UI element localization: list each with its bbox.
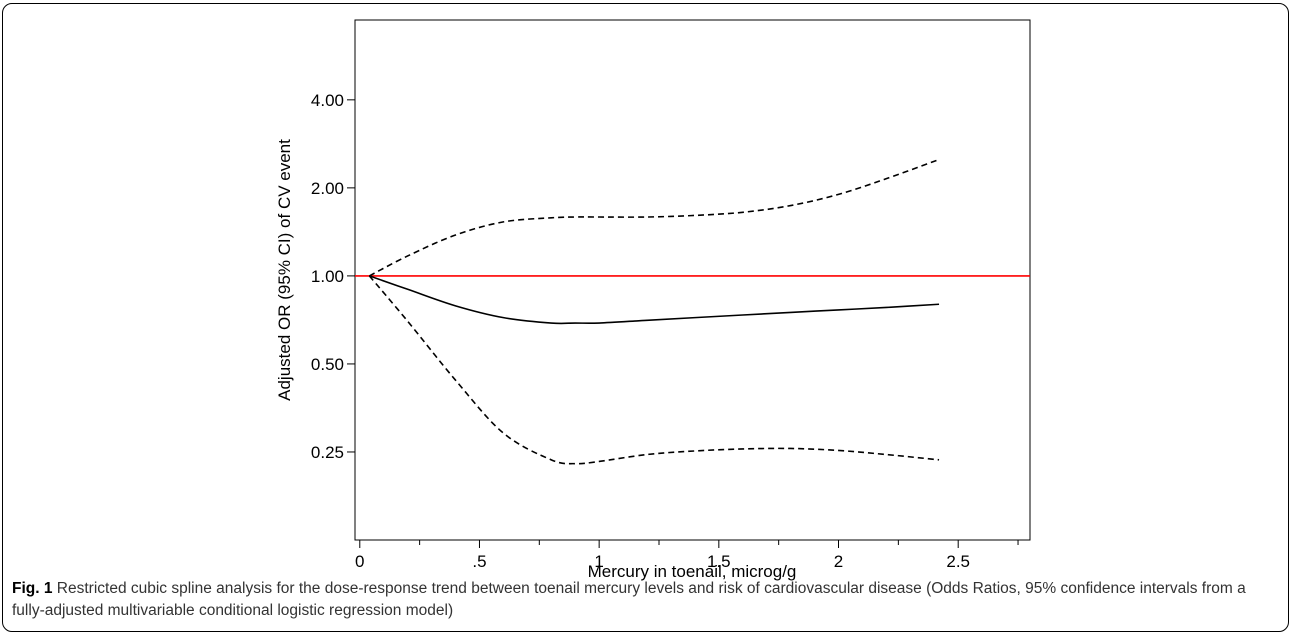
x-tick-label: 2 (834, 552, 843, 571)
figure-caption: Fig. 1 Restricted cubic spline analysis … (12, 578, 1280, 622)
x-tick-label: .5 (472, 552, 486, 571)
y-tick-label: 0.50 (311, 355, 344, 374)
caption-text: Restricted cubic spline analysis for the… (12, 580, 1246, 619)
series-estimate (369, 275, 940, 325)
series-layer (368, 158, 940, 465)
x-tick-label: 0 (355, 552, 364, 571)
y-tick-label: 1.00 (311, 267, 344, 286)
x-axis-label: Mercury in toenail, microg/g (588, 562, 797, 581)
figure-frame (2, 3, 1289, 632)
y-tick-label: 0.25 (311, 443, 344, 462)
figure-label: Fig. 1 (12, 580, 53, 597)
y-axis: 0.25 0.50 1.00 2.00 4.00 (311, 91, 355, 462)
x-axis: 0 .5 1 1.5 2 2.5 (355, 540, 1019, 571)
series-lower-ci (368, 275, 940, 465)
x-tick-label: 2.5 (946, 552, 970, 571)
x-tick-label: 1 (594, 552, 603, 571)
y-tick-label: 2.00 (311, 179, 344, 198)
x-tick-label: 1.5 (707, 552, 731, 571)
plot-area (354, 19, 1031, 541)
series-upper-ci (368, 158, 940, 277)
y-tick-label: 4.00 (311, 91, 344, 110)
y-axis-label: Adjusted OR (95% CI) of CV event (275, 139, 294, 401)
